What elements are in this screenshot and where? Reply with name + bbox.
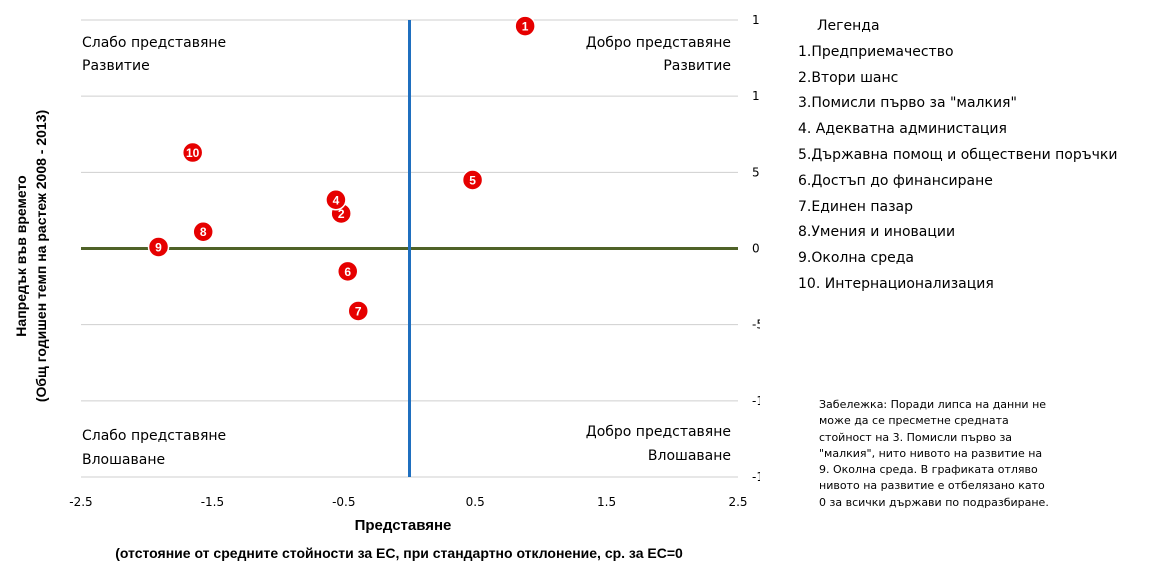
x-axis-title: Представяне: [355, 517, 452, 534]
y-tick-label: -15%: [752, 470, 760, 484]
legend-item: 1.Предприемачество: [798, 43, 954, 60]
legend-title: Легенда: [817, 18, 880, 34]
data-point-label: 6: [344, 265, 351, 279]
data-point-6: 6: [336, 260, 359, 283]
data-point-1: 1: [514, 15, 536, 37]
x-tick-label: -1.5: [201, 495, 224, 509]
data-point-marker: [514, 15, 536, 37]
data-point-8: 8: [192, 220, 214, 243]
data-point-marker: [181, 141, 204, 164]
scatter-chart: Слабо представяне Развитие Добро представя…: [13, 13, 760, 561]
quadrant-label-bottom-right: Добро представяне: [586, 424, 731, 440]
y-tick-label: -10%: [752, 394, 760, 408]
data-point-marker: [347, 300, 370, 322]
legend-item: 3.Помисли първо за "малкия": [798, 95, 1017, 112]
x-tick-label: 1.5: [597, 495, 616, 509]
x-tick-label: -2.5: [69, 495, 92, 509]
x-tick-label: -0.5: [332, 495, 355, 509]
legend-item: 8.Умения и иновации: [798, 224, 956, 241]
data-point-label: 4: [333, 193, 340, 207]
data-point-marker: [325, 189, 347, 211]
data-markers: 1 24 5 6 7 8 9 10: [147, 15, 536, 322]
data-point-label: 2: [338, 207, 345, 221]
y-tick-label: 5%: [752, 165, 760, 179]
data-point-marker: [336, 260, 359, 283]
legend: Легенда 1.Предприемачество 2.Втори шанс 3.…: [798, 14, 1158, 298]
data-point-label: 9: [155, 240, 162, 254]
quadrant-label-top-right: Добро представяне: [586, 35, 731, 51]
quadrant-label-bottom-left: Влошаване: [82, 452, 165, 468]
data-point-4: 4: [325, 189, 347, 211]
legend-item: 7.Единен пазар: [798, 198, 913, 215]
tick-labels: -2.5 -1.5 -0.5 0.5 1.5 2.5 15% 10% 5% 0% -5% -10% -1…: [69, 13, 760, 509]
y-tick-label: -5%: [752, 318, 760, 332]
axis-titles: Представяне (отстояние от средните стойно…: [13, 110, 683, 561]
y-tick-label: 15%: [752, 13, 760, 27]
data-point-marker: [461, 169, 484, 191]
legend-item: 10. Интернационализация: [798, 275, 994, 292]
x-tick-label: 2.5: [728, 495, 747, 509]
data-point-label: 10: [186, 146, 200, 160]
y-axis-subtitle: (Общ годишен темп на растеж 2008 - 2013): [33, 110, 49, 402]
quadrant-label-bottom-right: Влошаване: [648, 448, 731, 464]
legend-item: 9.Околна среда: [798, 250, 914, 267]
data-point-label: 7: [355, 304, 362, 318]
legend-item: 4. Адекватна администация: [798, 121, 1007, 138]
data-point-marker: [192, 220, 214, 243]
quadrant-label-top-left: Развитие: [82, 58, 150, 74]
legend-item: 6.Достъп до финансиране: [798, 172, 993, 189]
reference-lines: [81, 20, 738, 477]
y-tick-label: 10%: [752, 89, 760, 103]
data-point-label: 1: [522, 20, 529, 34]
legend-items: 1.Предприемачество 2.Втори шанс 3.Помисли …: [798, 40, 1158, 298]
data-point-9: 9: [147, 236, 170, 258]
data-point-label: 8: [200, 225, 207, 239]
quadrant-label-bottom-left: Слабо представяне: [82, 428, 226, 444]
data-point-marker: [147, 236, 170, 258]
data-point-10: 10: [181, 141, 204, 164]
data-point-5: 5: [461, 169, 484, 191]
legend-item: 5.Държавна помощ и обществени поръчки: [798, 146, 1118, 163]
y-tick-label: 0%: [752, 242, 760, 256]
data-point-7: 7: [347, 300, 370, 322]
legend-item: 2.Втори шанс: [798, 69, 899, 86]
quadrant-labels: Слабо представяне Развитие Добро представя…: [82, 35, 731, 468]
data-point-label: 5: [469, 173, 476, 187]
note-text: Забележка: Поради липса на данни не може…: [819, 398, 1049, 509]
x-tick-label: 0.5: [466, 495, 485, 509]
quadrant-label-top-left: Слабо представяне: [82, 35, 226, 51]
y-axis-title: Напредък във времето: [13, 175, 29, 336]
x-axis-subtitle: (отстояние от средните стойности за ЕС, …: [115, 545, 683, 561]
quadrant-label-top-right: Развитие: [663, 58, 731, 74]
